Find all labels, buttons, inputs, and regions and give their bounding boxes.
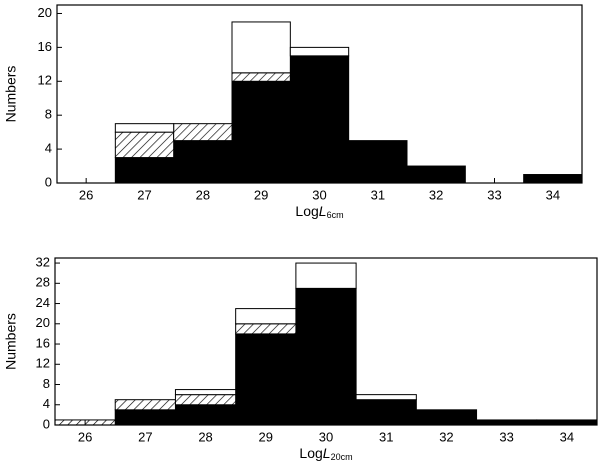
x-tick-label: 33 — [499, 429, 513, 444]
x-label-log: Log — [295, 203, 318, 219]
bar-segment — [348, 140, 408, 184]
y-tick-label: 16 — [36, 335, 50, 350]
y-tick-label: 0 — [43, 416, 50, 431]
x-tick-label: 27 — [138, 429, 152, 444]
bar-segment — [174, 389, 237, 396]
x-tick-label: 34 — [546, 187, 560, 202]
y-tick-label: 4 — [45, 141, 52, 156]
x-label-var: L — [319, 203, 327, 219]
bar-segment — [114, 399, 176, 411]
x-label-sub: 20cm — [331, 452, 353, 462]
y-axis-label: Numbers — [3, 313, 19, 370]
x-tick-label: 34 — [560, 429, 574, 444]
y-tick-label: 12 — [38, 73, 52, 88]
x-tick-label: 32 — [429, 187, 443, 202]
x-label-var: L — [323, 445, 331, 461]
y-tick-label: 8 — [45, 107, 52, 122]
x-tick-label: 33 — [487, 187, 501, 202]
y-tick-label: 12 — [36, 356, 50, 371]
y-tick-label: 24 — [36, 295, 50, 310]
y-tick-label: 0 — [45, 174, 52, 189]
y-tick-label: 20 — [38, 5, 52, 20]
bar-segment — [295, 262, 357, 289]
y-axis-label: Numbers — [3, 66, 19, 123]
y-tick-label: 4 — [43, 396, 50, 411]
y-tick-label: 32 — [36, 254, 50, 269]
x-tick-label: 29 — [259, 429, 273, 444]
x-tick-label: 26 — [78, 429, 92, 444]
x-label-log: Log — [299, 445, 322, 461]
x-label-sub: 6cm — [327, 210, 344, 220]
bar-segment — [231, 72, 291, 82]
x-tick-label: 28 — [196, 187, 210, 202]
bar-segment — [114, 123, 175, 133]
bar-segment — [235, 323, 297, 335]
x-tick-label: 27 — [137, 187, 151, 202]
bar-segment — [174, 394, 237, 406]
bar-segment — [295, 287, 357, 426]
x-tick-label: 30 — [319, 429, 333, 444]
x-axis-label: LogL6cm — [295, 203, 343, 221]
bar-segment — [289, 46, 350, 57]
bar-segment — [235, 333, 297, 426]
y-tick-label: 28 — [36, 275, 50, 290]
bar-segment — [231, 21, 291, 74]
x-tick-label: 29 — [254, 187, 268, 202]
bar-segment — [231, 80, 291, 184]
bar-segment — [355, 394, 417, 401]
bar-segment — [289, 55, 350, 184]
y-tick-label: 16 — [38, 39, 52, 54]
bar-segment — [235, 308, 297, 325]
bar-segment — [114, 131, 175, 159]
y-tick-label: 20 — [36, 315, 50, 330]
y-tick-label: 8 — [43, 376, 50, 391]
x-axis-label: LogL20cm — [299, 445, 352, 463]
bar-segment — [173, 123, 233, 142]
bar-segment — [173, 140, 233, 184]
x-tick-label: 31 — [379, 429, 393, 444]
x-tick-label: 26 — [79, 187, 93, 202]
x-tick-label: 30 — [312, 187, 326, 202]
x-tick-label: 28 — [198, 429, 212, 444]
x-tick-label: 31 — [371, 187, 385, 202]
x-tick-label: 32 — [439, 429, 453, 444]
